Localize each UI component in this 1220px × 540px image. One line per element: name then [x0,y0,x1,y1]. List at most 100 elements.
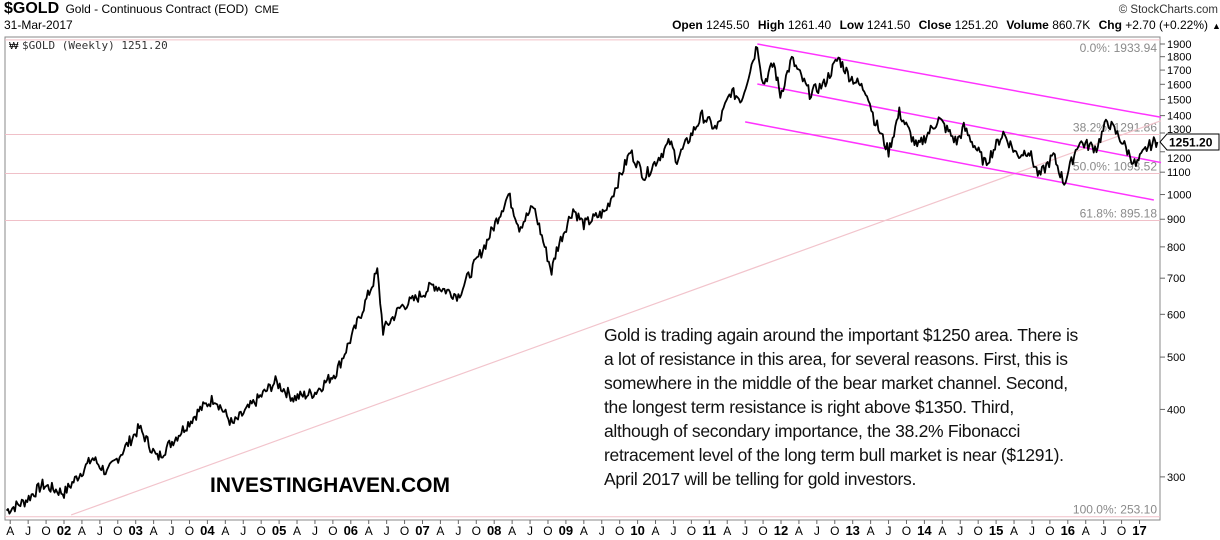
y-tick-label: 700 [1167,273,1185,285]
x-tick-label: O [400,524,409,538]
annotation-line: somewhere in the middle of the bear mark… [604,373,1068,393]
candlestick-icon: ₩ [9,41,19,52]
up-arrow-icon: ▲ [1212,21,1220,31]
y-tick-label: 1500 [1167,94,1191,106]
y-tick-label: 400 [1167,404,1185,416]
x-tick-label: O [257,524,266,538]
legend-label: $GOLD (Weekly) 1251.20 [22,39,168,52]
x-tick-label: J [957,524,963,538]
x-tick-label: 02 [57,523,71,538]
x-tick-label: J [670,524,676,538]
chart-date: 31-Mar-2017 [4,18,73,32]
upper-channel-line [757,43,1162,119]
annotation-line: Gold is trading again around the importa… [604,325,1079,345]
x-tick-label: 16 [1061,523,1075,538]
x-tick-label: 09 [559,523,573,538]
x-tick-label: J [886,524,892,538]
x-tick-label: O [974,524,983,538]
x-tick-label: A [795,524,803,538]
exchange: CME [255,4,279,16]
ohlc-summary: Open 1245.50 High 1261.40 Low 1241.50 Cl… [672,18,1208,32]
watermark: INVESTINGHAVEN.COM [210,474,450,497]
x-tick-label: J [814,524,820,538]
x-tick-label: O [472,524,481,538]
last-price-tag: 1251.20 [1159,133,1220,151]
lower-channel-line [745,121,1154,201]
price-line [5,46,1159,515]
x-tick-label: A [150,524,158,538]
x-tick-label: O [328,524,337,538]
symbol: $GOLD [4,0,59,17]
x-tick-label: J [312,524,318,538]
x-tick-label: O [687,524,696,538]
y-tick-label: 1900 [1167,39,1191,51]
x-tick-label: J [240,524,246,538]
fib-label: 61.8%: 895.18 [1080,206,1158,220]
y-axis: 300 400 500 600 700 800 900 1000 1100 1200 1300140… [1160,39,1191,484]
x-tick-label: A [293,524,301,538]
annotation-line: the longest term resistance is right abo… [604,397,1014,417]
last-price-label: 1251.20 [1169,135,1213,149]
x-tick-label: 05 [272,523,286,538]
annotation-text: Gold is trading again around the importa… [604,323,1154,491]
x-tick-label: 15 [989,523,1003,538]
x-tick-label: O [113,524,122,538]
x-tick-label: J [599,524,605,538]
annotation-line: although of secondary importance, the 38… [604,421,1021,441]
y-tick-label: 1700 [1167,65,1191,77]
x-tick-label: J [527,524,533,538]
annotation-line: retracement level of the long term bull … [604,445,1064,465]
y-tick-label: 1600 [1167,79,1191,91]
y-tick-label: 900 [1167,214,1185,226]
x-tick-label: A [6,524,14,538]
x-tick-label: 08 [487,523,501,538]
x-tick-label: O [543,524,552,538]
x-tick-label: J [1101,524,1107,538]
x-tick-label: 06 [344,523,358,538]
y-tick-label: 500 [1167,352,1185,364]
legend: ₩ $GOLD (Weekly) 1251.20 [9,39,168,52]
x-tick-label: J [169,524,175,538]
x-tick-label: 17 [1132,523,1146,538]
x-axis: A J O 02 A J O 03 A J O 04 A J O 05 A J O 06 A J O 07 A J O 08 A J O 09… [6,520,1147,538]
x-tick-label: A [867,524,875,538]
x-tick-label: A [78,524,86,538]
x-tick-label: 03 [128,523,142,538]
x-tick-label: A [221,524,229,538]
x-tick-label: A [436,524,444,538]
y-tick-label: 1400 [1167,111,1191,123]
x-tick-label: J [384,524,390,538]
x-tick-label: O [1117,524,1126,538]
x-tick-label: A [1082,524,1090,538]
fib-label: 0.0%: 1933.94 [1080,41,1158,55]
fib-label: 100.0%: 253.10 [1073,503,1157,517]
x-tick-label: O [758,524,767,538]
trendlines [70,43,1162,516]
x-tick-label: 04 [200,523,215,538]
y-tick-label: 300 [1167,472,1185,484]
x-tick-label: J [742,524,748,538]
x-tick-label: J [1029,524,1035,538]
x-tick-label: O [41,524,50,538]
x-tick-label: 13 [845,523,859,538]
y-tick-label: 1000 [1167,190,1191,202]
long-term-trendline [70,120,1162,516]
x-tick-label: O [830,524,839,538]
x-tick-label: 11 [702,523,716,538]
y-tick-label: 800 [1167,242,1185,254]
x-tick-label: 14 [917,523,932,538]
x-tick-label: O [902,524,911,538]
x-tick-label: A [723,524,731,538]
annotation-line: a lot of resistance in this area, for se… [604,349,1068,369]
x-tick-label: A [938,524,946,538]
x-tick-label: O [1045,524,1054,538]
x-tick-label: O [185,524,194,538]
y-tick-label: 1800 [1167,52,1191,64]
x-tick-label: 12 [774,523,788,538]
x-tick-label: J [455,524,461,538]
x-tick-label: A [1010,524,1018,538]
annotation-line: April 2017 will be telling for gold inve… [604,469,917,489]
header-title: $GOLD Gold - Continuous Contract (EOD) C… [4,0,279,17]
y-tick-label: 600 [1167,309,1185,321]
